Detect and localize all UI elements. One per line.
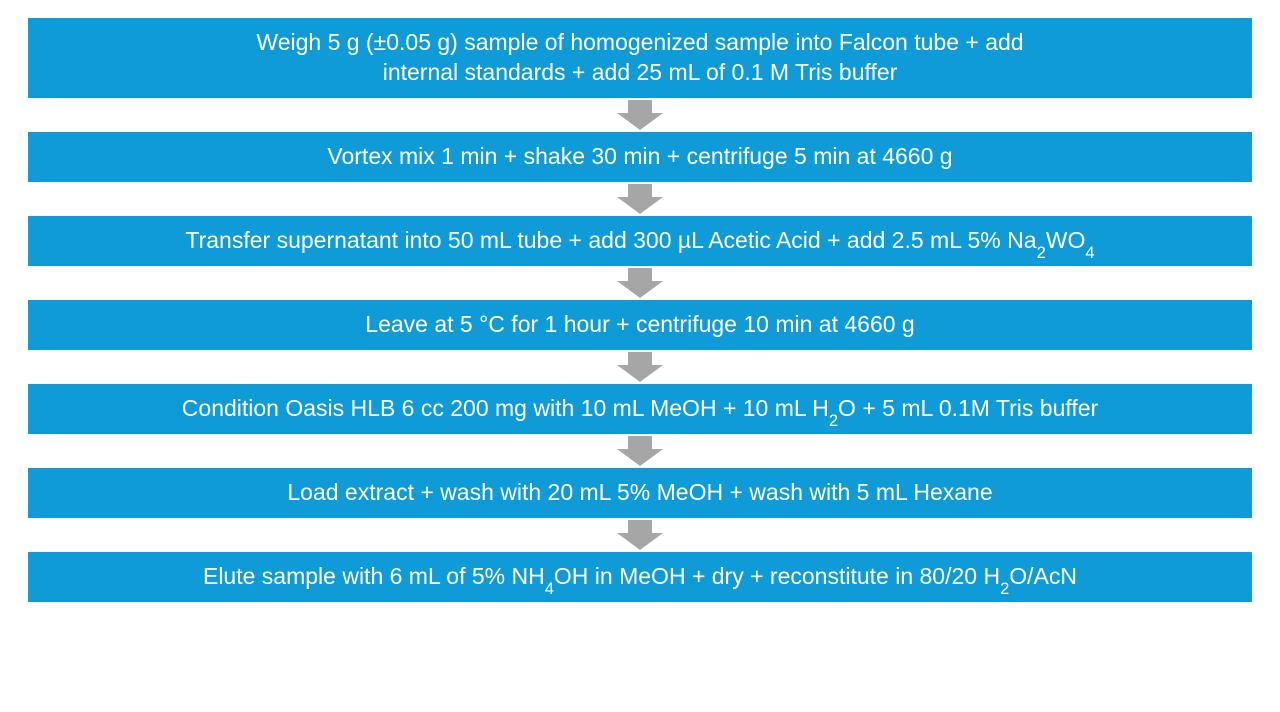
arrow-down-icon	[615, 436, 665, 466]
arrow-down-icon	[615, 352, 665, 382]
flow-step-4: Leave at 5 °C for 1 hour + centrifuge 10…	[28, 300, 1252, 350]
flow-arrow	[615, 98, 665, 132]
arrow-down-icon	[615, 184, 665, 214]
flow-arrow	[615, 434, 665, 468]
flow-step-7: Elute sample with 6 mL of 5% NH4OH in Me…	[28, 552, 1252, 602]
arrow-down-icon	[615, 520, 665, 550]
flow-step-text: Transfer supernatant into 50 mL tube + a…	[185, 226, 1094, 256]
flow-step-text: Load extract + wash with 20 mL 5% MeOH +…	[287, 478, 992, 508]
flow-arrow	[615, 350, 665, 384]
flow-step-text: Weigh 5 g (±0.05 g) sample of homogenize…	[256, 28, 1023, 88]
flow-step-text: Leave at 5 °C for 1 hour + centrifuge 10…	[365, 310, 914, 340]
flow-step-1: Weigh 5 g (±0.05 g) sample of homogenize…	[28, 18, 1252, 98]
flow-step-text: Vortex mix 1 min + shake 30 min + centri…	[327, 142, 952, 172]
flow-step-6: Load extract + wash with 20 mL 5% MeOH +…	[28, 468, 1252, 518]
flow-step-2: Vortex mix 1 min + shake 30 min + centri…	[28, 132, 1252, 182]
procedure-flowchart: Weigh 5 g (±0.05 g) sample of homogenize…	[0, 0, 1280, 712]
flow-step-text: Condition Oasis HLB 6 cc 200 mg with 10 …	[182, 394, 1098, 424]
flow-arrow	[615, 518, 665, 552]
flow-step-3: Transfer supernatant into 50 mL tube + a…	[28, 216, 1252, 266]
flow-arrow	[615, 182, 665, 216]
flow-step-5: Condition Oasis HLB 6 cc 200 mg with 10 …	[28, 384, 1252, 434]
flow-step-text: Elute sample with 6 mL of 5% NH4OH in Me…	[203, 562, 1077, 592]
arrow-down-icon	[615, 100, 665, 130]
flow-arrow	[615, 266, 665, 300]
arrow-down-icon	[615, 268, 665, 298]
